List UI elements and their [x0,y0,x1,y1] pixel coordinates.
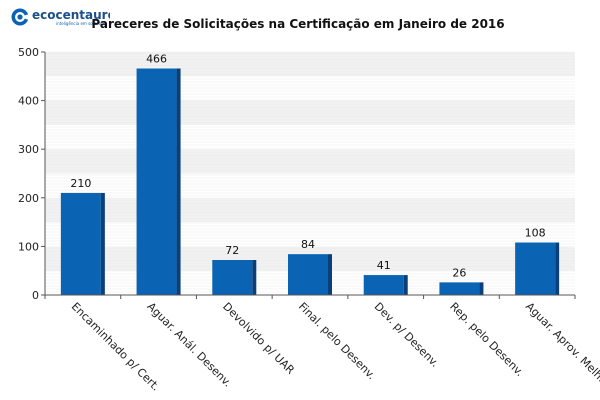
bar-value-label: 41 [377,259,391,272]
bar [60,192,101,295]
y-tick-label: 400 [18,95,39,108]
x-category-label: Devolvido p/ UAR [220,300,297,377]
grid-band [45,197,575,223]
x-category-label: Final. pelo Desenv. [296,300,378,382]
bar-side [328,254,332,295]
chart-title: Pareceres de Solicitações na Certificaçã… [91,17,504,31]
bar-side [479,282,484,295]
bar [363,275,404,295]
y-tick-label: 500 [18,46,39,59]
ecocentauro-logo: ecocentauro inteligência em software [11,8,110,26]
bar [288,254,328,295]
bar-side [555,242,560,295]
logo-mark-icon [11,8,29,26]
x-category-label: Dev. p/ Desenv. [372,300,442,370]
bar-value-label: 84 [301,238,315,251]
bar [439,282,480,295]
x-category-label: Aguar. Aprov. Melh. [523,300,600,385]
bar-side [403,275,408,295]
x-category-label: Rep. pelo Desenv. [447,300,526,379]
y-tick-label: 300 [18,143,39,156]
y-tick-label: 200 [18,192,39,205]
bar-value-label: 466 [146,53,167,66]
bar [515,242,556,295]
bar-value-label: 108 [525,227,546,240]
bar-value-label: 210 [70,177,91,190]
x-category-label: Aguar. Anál. Desenv. [144,300,234,390]
logo-name: ecocentauro [32,8,110,22]
bar-side [252,260,257,295]
y-tick-label: 0 [32,289,39,302]
y-tick-label: 100 [18,240,39,253]
logo-tagline: inteligência em software [56,21,106,26]
grid-band [45,149,575,174]
bar-side [176,68,181,295]
bar-value-label: 72 [225,244,239,257]
bar-side [100,192,105,295]
bar-value-label: 26 [452,266,466,279]
bar [136,68,177,295]
bar [212,260,253,295]
x-category-label: Encaminhado p/ Cert. [69,300,163,394]
